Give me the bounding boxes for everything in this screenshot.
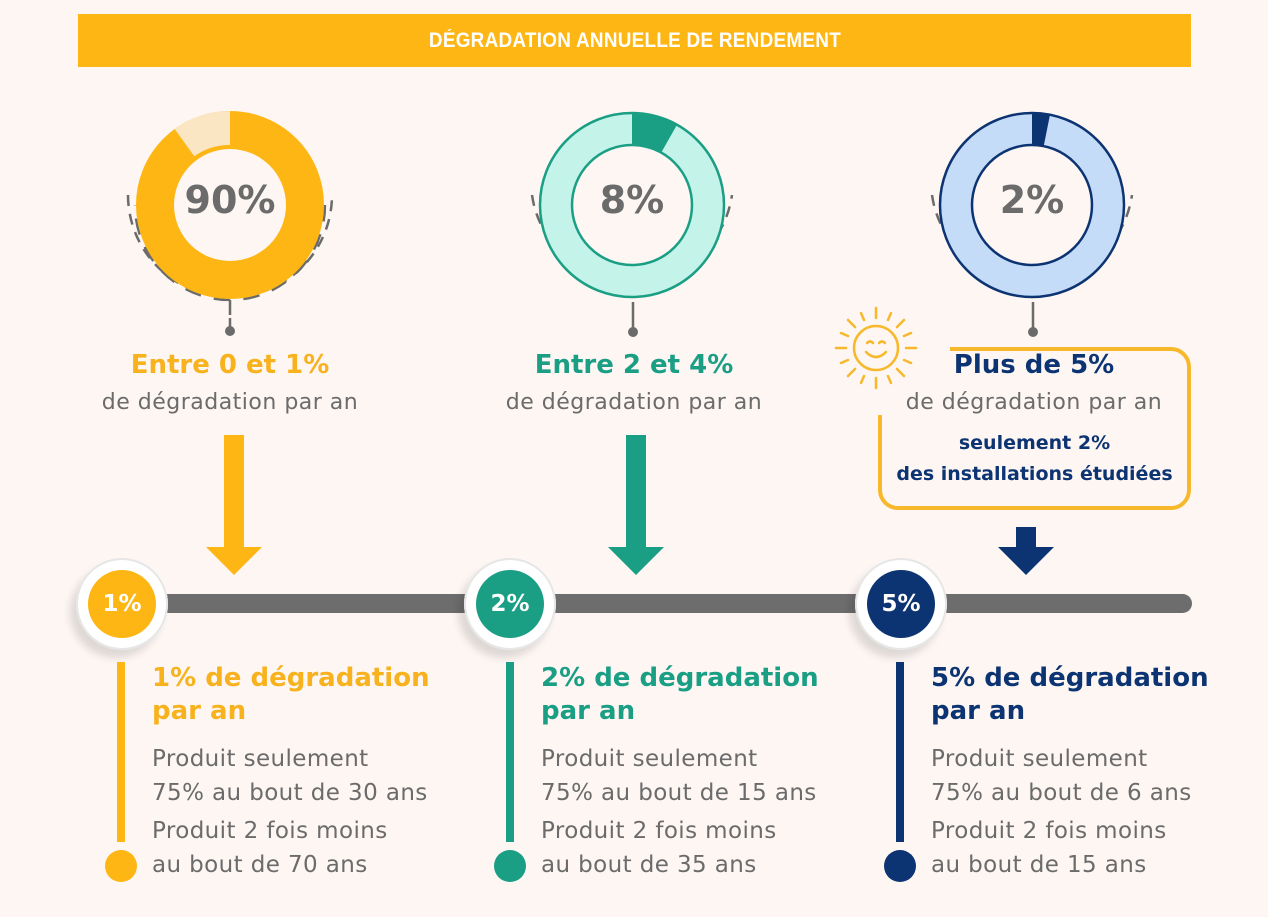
connector-pin — [628, 302, 638, 337]
node-label: 2% — [476, 570, 544, 638]
column-dot-2 — [494, 850, 526, 882]
range-sub-3: de dégradation par an — [905, 390, 1163, 415]
range-title-2: Entre 2 et 4% — [534, 350, 734, 380]
note-line-2: des installations étudiées — [896, 463, 1173, 485]
body-line: Produit seulement — [931, 746, 1148, 772]
timeline-track — [120, 594, 1192, 613]
smiling-sun-icon — [834, 306, 918, 390]
body-line: Produit seulement — [541, 746, 758, 772]
column-body-1: Produit seulement 75% au bout de 30 ans … — [152, 742, 428, 882]
heading-line: par an — [152, 696, 247, 726]
node-label: 5% — [867, 570, 935, 638]
range-title-3: Plus de 5% — [953, 350, 1115, 380]
column-heading-2: 2% de dégradation par an — [541, 662, 819, 728]
column-bar-1 — [117, 662, 125, 842]
share-value: 90% — [184, 178, 276, 222]
body-line: au bout de 15 ans — [931, 852, 1147, 878]
donut-yellow-label: 90% — [120, 95, 340, 305]
share-value: 2% — [999, 178, 1065, 222]
body-line: 75% au bout de 6 ans — [931, 780, 1192, 806]
column-body-2: Produit seulement 75% au bout de 15 ans … — [541, 742, 817, 882]
node-label: 1% — [88, 570, 156, 638]
donut-green — [530, 111, 734, 299]
body-line: Produit 2 fois moins — [931, 818, 1167, 844]
column-dot-1 — [105, 850, 137, 882]
timeline-node-3: 5% — [855, 558, 947, 650]
heading-line: 1% de dégradation — [152, 663, 430, 693]
body-line: Produit 2 fois moins — [541, 818, 777, 844]
body-line: 75% au bout de 30 ans — [152, 780, 428, 806]
donut-navy — [930, 111, 1134, 299]
timeline-node-2: 2% — [464, 558, 556, 650]
callout-box — [878, 347, 1191, 510]
body-line: au bout de 35 ans — [541, 852, 757, 878]
timeline-node-1: 1% — [76, 558, 168, 650]
column-dot-3 — [884, 850, 916, 882]
arrow-down-icon — [206, 435, 262, 575]
donut-green-label: 8% — [522, 95, 742, 305]
column-bar-3 — [896, 662, 904, 842]
range-sub-2: de dégradation par an — [505, 390, 763, 415]
range-sub-1: de dégradation par an — [101, 390, 359, 415]
header-banner: DÉGRADATION ANNUELLE DE RENDEMENT — [78, 14, 1191, 67]
callout-note: seulement 2% des installations étudiées — [878, 428, 1191, 490]
share-value: 8% — [599, 178, 665, 222]
arrow-down-icon — [998, 527, 1054, 575]
heading-line: par an — [541, 696, 636, 726]
body-line: 75% au bout de 15 ans — [541, 780, 817, 806]
connector-pin — [1028, 302, 1038, 337]
column-bar-2 — [506, 662, 514, 842]
connector-pin — [225, 318, 235, 336]
page-title: DÉGRADATION ANNUELLE DE RENDEMENT — [428, 28, 841, 52]
arrow-down-icon — [608, 435, 664, 575]
column-heading-1: 1% de dégradation par an — [152, 662, 430, 728]
body-line: au bout de 70 ans — [152, 852, 368, 878]
callout-gap — [870, 340, 950, 415]
heading-line: par an — [931, 696, 1026, 726]
heading-line: 2% de dégradation — [541, 663, 819, 693]
donut-yellow — [126, 111, 334, 315]
range-title-1: Entre 0 et 1% — [130, 350, 330, 380]
body-line: Produit seulement — [152, 746, 369, 772]
column-body-3: Produit seulement 75% au bout de 6 ans P… — [931, 742, 1192, 882]
note-line-1: seulement 2% — [958, 432, 1111, 454]
heading-line: 5% de dégradation — [931, 663, 1209, 693]
body-line: Produit 2 fois moins — [152, 818, 388, 844]
donut-navy-label: 2% — [922, 95, 1142, 305]
column-heading-3: 5% de dégradation par an — [931, 662, 1209, 728]
